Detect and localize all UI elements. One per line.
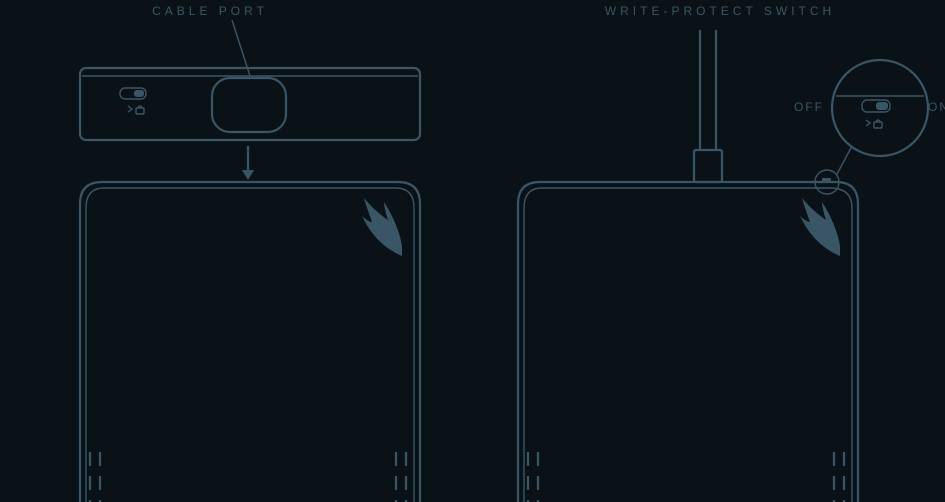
left-card-inner-line (86, 188, 414, 502)
lock-icon (874, 120, 882, 128)
cable-plug-outline (694, 150, 722, 182)
chevron-right-icon (128, 106, 132, 112)
right-card-inner-line (524, 188, 852, 502)
write-protect-leader-line (837, 146, 852, 174)
down-arrow-icon (242, 146, 254, 180)
left-card-grip-lines (90, 452, 406, 502)
wing-logo-icon (362, 198, 402, 256)
wing-logo-icon (800, 198, 840, 256)
lock-icon (136, 106, 144, 114)
right-card-grip-lines (528, 452, 844, 502)
right-card-outline (518, 182, 858, 502)
cable-line (700, 30, 716, 150)
cable-port-outline (212, 78, 286, 132)
left-card-outline (80, 182, 420, 502)
diagram-stage (0, 0, 945, 502)
card-switch-nub (822, 178, 831, 183)
detail-switch-knob (876, 102, 888, 110)
reader-switch-knob (134, 90, 144, 97)
chevron-right-icon (866, 120, 870, 126)
